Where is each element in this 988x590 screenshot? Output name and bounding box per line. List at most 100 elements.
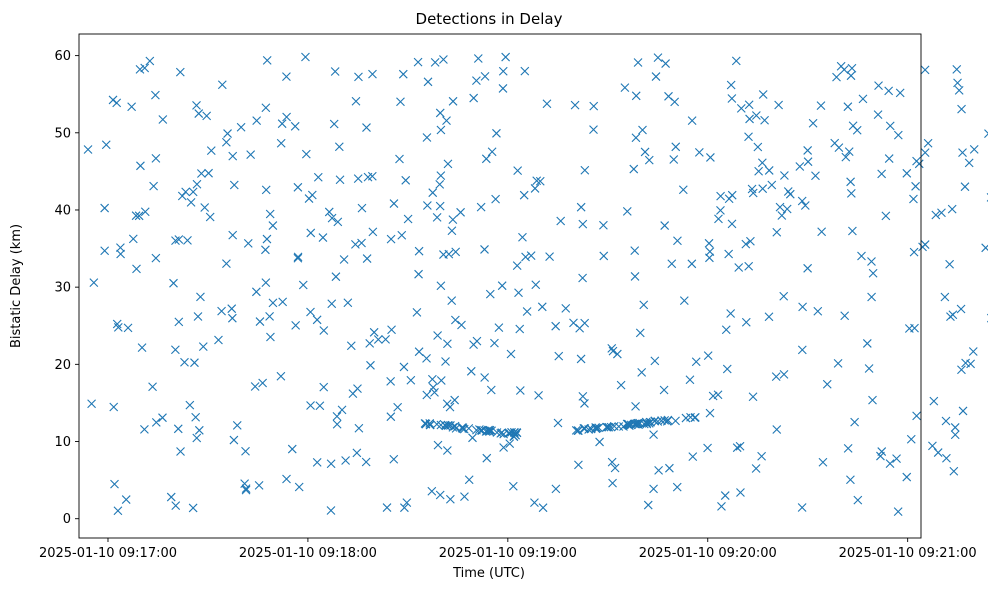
detection-point [293,182,303,192]
detection-point [893,507,903,517]
detection-point [868,395,877,405]
detection-point [357,238,366,248]
detection-point [251,287,261,297]
detection-point [332,411,342,421]
detection-point [318,233,328,242]
detection-point [472,336,482,346]
detection-point [811,171,820,181]
detection-point [703,443,712,453]
detection-point [885,459,895,468]
detection-point [509,432,519,442]
detection-point [171,501,181,511]
detection-point [653,417,663,426]
detection-point [660,415,670,425]
detection-point [639,300,649,310]
detection-point [206,146,216,155]
detection-point [984,129,988,139]
detection-point [515,386,525,395]
detection-point [282,72,291,82]
detection-point [101,140,111,150]
detection-point [685,375,695,385]
detection-point [631,91,641,101]
detection-point [193,312,203,321]
detection-point [608,478,617,488]
detection-point [290,121,300,131]
detection-point [671,142,681,152]
detection-point [703,351,713,361]
detection-point [873,110,883,120]
detection-point [923,138,933,148]
detection-point [140,207,150,217]
detection-point [629,164,639,174]
detection-point [442,399,452,409]
detection-point [599,220,608,230]
detection-point [726,80,736,90]
detection-point [757,158,767,168]
detection-point [496,428,506,438]
detection-point [687,116,697,125]
detection-point [968,347,978,356]
detection-point [265,312,274,321]
detection-point [258,378,268,388]
detection-point [506,349,516,359]
detection-point [395,154,404,164]
detection-point [183,235,192,245]
detection-point [128,234,138,244]
detection-point [436,376,446,385]
detection-point [724,249,734,259]
detection-point [681,413,691,423]
detection-point [840,311,850,321]
detection-point [198,342,208,352]
detection-point [902,472,912,482]
detection-point [574,426,583,436]
detection-point [520,66,530,76]
detection-point [435,201,445,211]
detection-point [626,420,636,430]
detection-point [833,359,843,368]
detection-point [816,101,826,110]
detection-point [194,109,204,118]
detection-point [808,118,818,128]
detection-point [240,479,250,488]
detection-point [266,332,275,342]
detection-point [112,319,122,329]
detection-point [366,360,375,370]
detection-point [333,217,343,227]
detection-point [836,61,846,71]
detection-point [399,362,409,372]
detection-point [188,503,198,513]
detection-point [706,153,715,162]
detection-point [293,252,303,262]
detection-point [602,422,611,432]
detection-point [515,324,525,334]
detection-point [671,416,680,426]
detection-point [741,239,751,249]
detection-point [136,161,145,171]
detection-point [448,215,458,225]
detection-point [874,81,883,91]
detection-point [398,69,408,79]
detection-point [632,419,642,428]
detection-point [236,122,246,132]
detection-point [369,327,379,337]
detection-point [554,351,564,361]
detection-point [960,182,970,192]
detection-point [456,207,465,217]
detection-point [312,458,322,467]
detection-point [735,441,745,451]
detection-point [937,208,946,218]
detection-point [127,102,137,112]
detection-point [304,194,314,203]
detection-point [818,457,828,467]
detection-point [313,172,323,182]
detection-point [439,55,448,64]
detection-point [867,292,876,302]
detection-point [841,152,851,162]
detection-point [909,247,919,257]
detection-point [782,204,792,214]
detection-point [436,125,446,135]
detection-point [651,72,661,81]
detection-point [726,309,736,318]
detection-point [180,357,189,367]
detection-point [748,392,758,402]
